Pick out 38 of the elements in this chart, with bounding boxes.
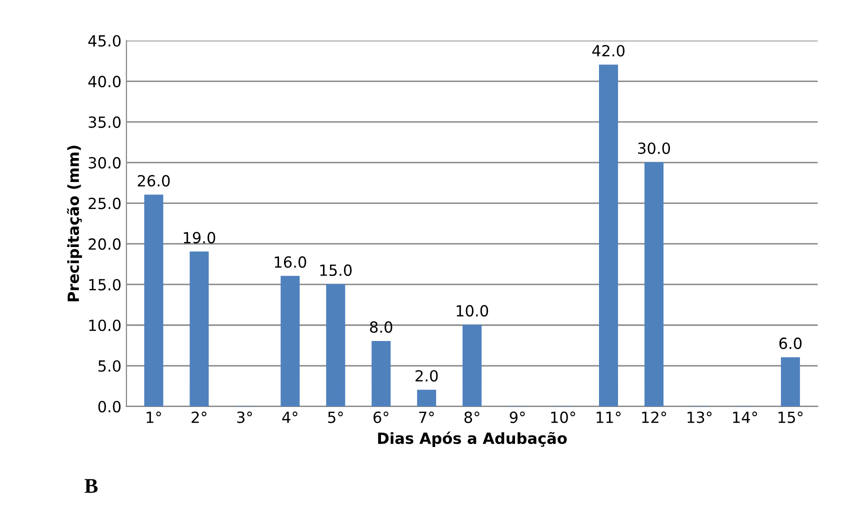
y-tick-label: 25.0 [88,198,121,210]
x-tick-label: 10° [551,412,576,424]
data-label: 6.0 [779,338,802,350]
y-tick-label: 5.0 [98,360,121,372]
x-tick-label: 7° [419,412,434,423]
y-tick-label: 15.0 [89,278,121,290]
data-label: 19.0 [184,232,216,244]
data-label: 2.0 [416,370,438,382]
x-tick-label: 15° [778,412,803,424]
y-tick-label: 10.0 [89,320,121,332]
data-label: 8.0 [370,321,392,333]
data-label: 26.0 [138,175,170,187]
x-tick-label: 9° [510,412,525,424]
x-tick-label: 5° [328,412,343,424]
x-axis-title: Dias Após a Adubação [378,432,567,447]
x-tick-label: 2° [192,412,206,423]
text: B [84,479,98,493]
x-tick-label: 8° [464,412,480,424]
x-tick-label: 11° [596,412,621,423]
y-tick-label: 45.0 [88,35,121,47]
data-label: 16.0 [274,256,306,268]
data-label: 42.0 [592,44,625,57]
x-tick-label: 3° [237,412,252,424]
x-tick-label: 6° [374,412,388,424]
data-label: 15.0 [320,264,352,276]
data-label: 30.0 [638,142,670,154]
data-label: 10.0 [456,305,488,317]
x-tick-label: 1° [146,412,161,423]
x-tick-label: 13° [688,412,712,424]
y-tick-label: 0.0 [98,400,121,412]
x-tick-label: 14° [733,412,758,423]
y-axis-title: Precipitação (mm) [66,146,82,302]
y-tick-label: 30.0 [88,157,121,169]
y-tick-label: 35.0 [88,116,121,128]
x-tick-label: 4° [282,412,298,423]
y-tick-label: 40.0 [88,76,121,88]
y-tick-label: 20.0 [88,238,121,250]
x-tick-label: 12° [642,412,666,423]
